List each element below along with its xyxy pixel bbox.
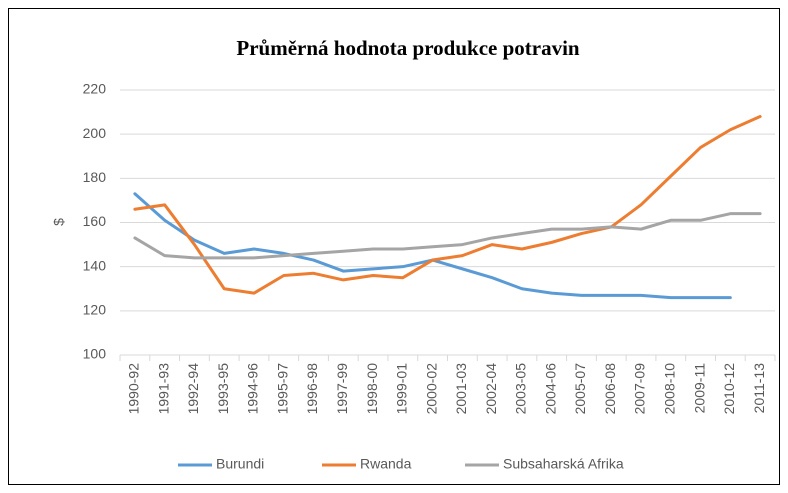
x-tick-label: 1994-96	[245, 363, 261, 415]
x-tick-label: 1996-98	[304, 363, 320, 415]
x-tick-label: 2004-06	[542, 363, 558, 415]
x-tick-label: 1992-94	[185, 363, 201, 415]
y-axis-label: $	[51, 218, 67, 226]
x-tick-label: 1991-93	[155, 363, 171, 415]
x-tick-label: 2010-12	[721, 363, 737, 415]
legend-label: Burundi	[216, 456, 264, 472]
x-tick-label: 2008-10	[661, 363, 677, 415]
x-tick-label: 2001-03	[453, 363, 469, 415]
x-tick-label: 1993-95	[215, 363, 231, 415]
x-tick-label: 1997-99	[334, 363, 350, 415]
series-line	[133, 115, 762, 295]
y-tick-label: 160	[83, 213, 107, 229]
x-tick-label: 1998-00	[364, 363, 380, 415]
chart-title: Průměrná hodnota produkce potravin	[236, 36, 580, 60]
x-tick-label: 1990-92	[126, 363, 142, 415]
y-tick-label: 100	[83, 346, 107, 362]
y-tick-label: 120	[83, 302, 107, 318]
x-tick-label: 2009-11	[691, 363, 707, 414]
series-line	[133, 212, 762, 260]
y-tick-label: 180	[83, 169, 107, 185]
legend-label: Subsaharská Afrika	[503, 456, 624, 472]
x-tick-label: 2011-13	[751, 363, 767, 414]
x-tick-label: 2006-08	[602, 363, 618, 415]
chart-border	[8, 8, 780, 485]
x-tick-label: 2005-07	[572, 363, 588, 415]
x-tick-label: 1995-97	[274, 363, 290, 415]
x-tick-label: 1999-01	[394, 363, 410, 415]
y-tick-label: 140	[83, 257, 107, 273]
x-tick-label: 2000-02	[423, 363, 439, 415]
x-tick-label: 2003-05	[513, 363, 529, 415]
x-tick-label: 2002-04	[483, 363, 499, 415]
y-tick-label: 220	[83, 81, 107, 97]
y-tick-label: 200	[83, 125, 107, 141]
legend-label: Rwanda	[360, 456, 412, 472]
x-tick-label: 2007-09	[632, 363, 648, 415]
